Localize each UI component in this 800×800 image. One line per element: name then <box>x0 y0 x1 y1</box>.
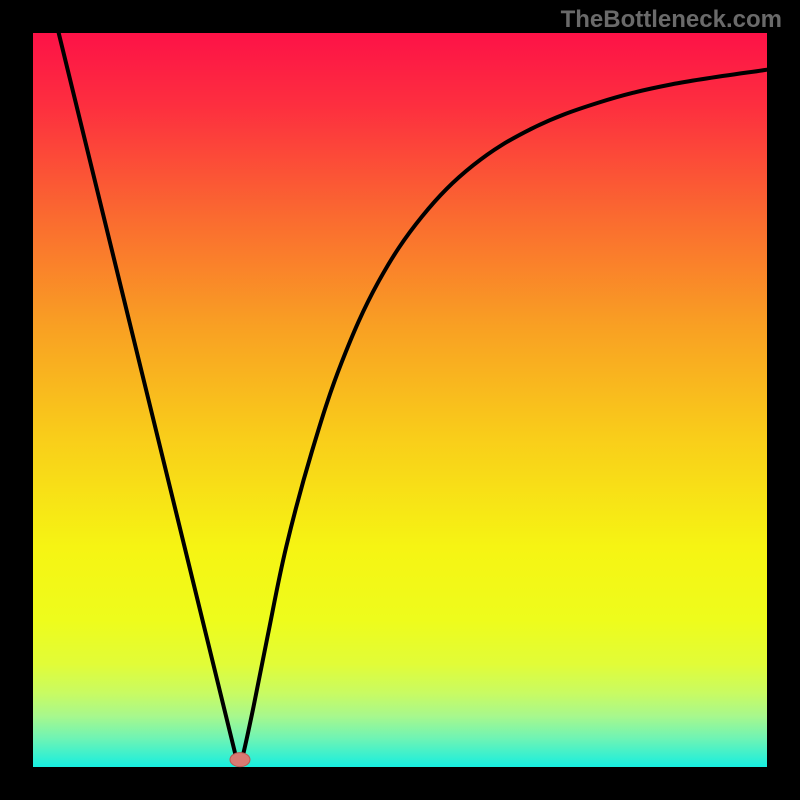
chart-frame: TheBottleneck.com <box>0 0 800 800</box>
watermark-text: TheBottleneck.com <box>561 6 782 34</box>
chart-svg <box>0 0 800 800</box>
